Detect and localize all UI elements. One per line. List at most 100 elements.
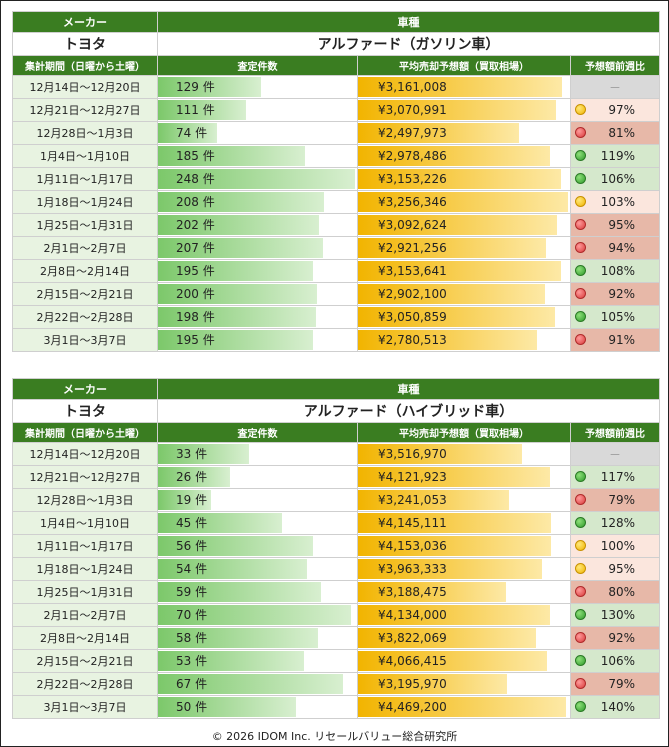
green-indicator-icon (575, 471, 586, 482)
count-bar (158, 674, 344, 694)
period-cell: 12月28日～1月3日 (12, 121, 158, 145)
price-value: ¥3,822,069 (378, 631, 447, 645)
count-bar (158, 467, 230, 487)
count-bar (158, 284, 318, 304)
week-ratio-cell: － (569, 75, 661, 99)
red-indicator-icon (575, 219, 586, 230)
price-cell: ¥3,070,991 (357, 98, 571, 122)
count-bar (158, 605, 352, 625)
price-bar (358, 146, 550, 166)
count-value: 195 件 (176, 333, 215, 347)
count-bar (158, 169, 356, 189)
week-ratio-cell: 130% (569, 603, 661, 627)
count-value: 33 件 (176, 447, 208, 461)
week-ratio-value: 140% (600, 700, 636, 714)
week-ratio-cell: 92% (569, 626, 661, 650)
hybrid-resale-table: メーカー 車種 トヨタ アルファード（ハイブリッド車） 集計期間（日曜から土曜）… (12, 378, 661, 719)
price-value: ¥2,902,100 (378, 287, 447, 301)
price-bar (358, 628, 536, 648)
price-value: ¥4,134,000 (378, 608, 447, 622)
count-bar (158, 215, 319, 235)
price-bar (358, 330, 538, 350)
price-column-header: 平均売却予想額（買取相場） (357, 55, 571, 76)
count-value: 200 件 (176, 287, 215, 301)
count-cell: 45 件 (157, 511, 358, 535)
price-value: ¥3,161,008 (378, 80, 447, 94)
count-bar (158, 513, 283, 533)
table-row: 2月1日～2月7日 70 件 ¥4,134,000 130% (12, 603, 661, 627)
count-bar (158, 192, 324, 212)
model-name: アルファード（ハイブリッド車） (156, 399, 661, 423)
price-value: ¥3,195,970 (378, 677, 447, 691)
count-cell: 33 件 (157, 442, 358, 466)
count-cell: 26 件 (157, 465, 358, 489)
week-ratio-value: 92% (608, 287, 636, 301)
maker-header: メーカー (12, 378, 158, 400)
count-cell: 74 件 (157, 121, 358, 145)
count-bar (158, 559, 308, 579)
week-ratio-value: 81% (608, 126, 636, 140)
price-value: ¥4,469,200 (378, 700, 447, 714)
table-row: 12月28日～1月3日 19 件 ¥3,241,053 79% (12, 488, 661, 512)
week-ratio-cell: 106% (569, 649, 661, 673)
week-ratio-cell: 95% (569, 213, 661, 237)
week-ratio-cell: 100% (569, 534, 661, 558)
price-value: ¥3,050,859 (378, 310, 447, 324)
count-cell: 248 件 (157, 167, 358, 191)
price-value: ¥4,153,036 (378, 539, 447, 553)
table-row: 1月18日～1月24日 54 件 ¥3,963,333 95% (12, 557, 661, 581)
count-cell: 111 件 (157, 98, 358, 122)
price-value: ¥3,241,053 (378, 493, 447, 507)
period-cell: 2月22日～2月28日 (12, 305, 158, 329)
table-row: 2月22日～2月28日 67 件 ¥3,195,970 79% (12, 672, 661, 696)
period-cell: 1月25日～1月31日 (12, 213, 158, 237)
count-value: 50 件 (176, 700, 208, 714)
count-column-header: 査定件数 (157, 55, 358, 76)
period-cell: 3月1日～3月7日 (12, 328, 158, 352)
period-cell: 1月4日～1月10日 (12, 511, 158, 535)
price-bar (358, 467, 550, 487)
table-row: 1月11日～1月17日 248 件 ¥3,153,226 106% (12, 167, 661, 191)
week-ratio-value: 95% (608, 218, 636, 232)
price-cell: ¥2,921,256 (357, 236, 571, 260)
yellow-indicator-icon (575, 563, 586, 574)
price-value: ¥4,145,111 (378, 516, 447, 530)
week-ratio-cell: 119% (569, 144, 661, 168)
count-bar (158, 77, 261, 97)
period-cell: 2月15日～2月21日 (12, 649, 158, 673)
count-bar (158, 444, 250, 464)
period-cell: 1月18日～1月24日 (12, 190, 158, 214)
week-ratio-column-header: 予想額前週比 (569, 55, 661, 76)
price-cell: ¥3,050,859 (357, 305, 571, 329)
price-bar (358, 238, 547, 258)
model-header: 車種 (156, 11, 661, 33)
model-header: 車種 (156, 378, 661, 400)
week-ratio-value: 79% (608, 677, 636, 691)
period-cell: 12月14日～12月20日 (12, 442, 158, 466)
price-bar (358, 559, 543, 579)
count-bar (158, 651, 305, 671)
period-cell: 12月14日～12月20日 (12, 75, 158, 99)
week-ratio-cell: 91% (569, 328, 661, 352)
week-ratio-cell: 97% (569, 98, 661, 122)
price-value: ¥2,497,973 (378, 126, 447, 140)
period-cell: 2月8日～2月14日 (12, 626, 158, 650)
count-value: 53 件 (176, 654, 208, 668)
count-value: 208 件 (176, 195, 215, 209)
count-value: 58 件 (176, 631, 208, 645)
period-cell: 2月1日～2月7日 (12, 603, 158, 627)
price-cell: ¥3,963,333 (357, 557, 571, 581)
price-value: ¥2,921,256 (378, 241, 447, 255)
period-cell: 1月11日～1月17日 (12, 167, 158, 191)
table-row: 1月4日～1月10日 185 件 ¥2,978,486 119% (12, 144, 661, 168)
green-indicator-icon (575, 655, 586, 666)
count-cell: 195 件 (157, 259, 358, 283)
count-value: 45 件 (176, 516, 208, 530)
price-bar (358, 169, 562, 189)
count-bar (158, 330, 314, 350)
count-value: 26 件 (176, 470, 208, 484)
price-cell: ¥2,978,486 (357, 144, 571, 168)
count-cell: 53 件 (157, 649, 358, 673)
count-cell: 202 件 (157, 213, 358, 237)
week-ratio-cell: － (569, 442, 661, 466)
